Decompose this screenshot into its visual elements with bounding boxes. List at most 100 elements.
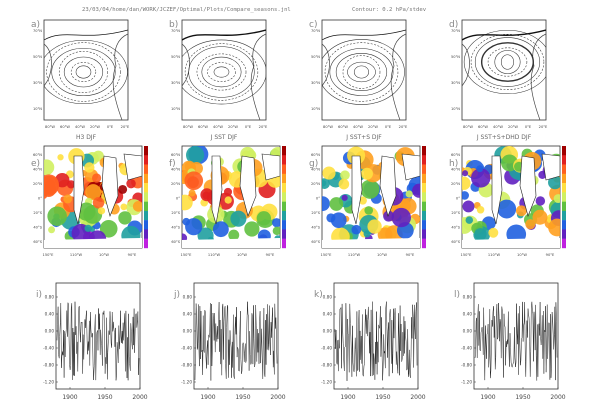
lon-tick-label: 80°W	[183, 125, 193, 129]
correlation-blob	[84, 162, 95, 173]
lon-tick-label: 150°E	[43, 253, 55, 257]
colorbar-segment	[144, 210, 148, 221]
correlation-blob	[515, 205, 527, 217]
contour-line	[329, 48, 394, 96]
lon-tick-label: 80°W	[45, 125, 55, 129]
land-africa	[239, 155, 257, 217]
lon-tick-label: 0°E	[107, 125, 114, 129]
y-tick-label: 0.00	[45, 329, 55, 334]
contour-line	[335, 53, 388, 91]
land-asia	[261, 153, 280, 181]
colorbar-segment	[282, 146, 286, 156]
lon-tick-label: 40°W	[493, 125, 503, 129]
colorbar-segment	[422, 164, 426, 175]
colorbar-segment	[422, 183, 426, 193]
contour-line	[324, 42, 399, 102]
land-americas	[211, 155, 223, 225]
y-tick-label: -0.40	[461, 346, 472, 351]
contour-line	[342, 55, 381, 89]
lon-tick-label: 20°E	[259, 125, 268, 129]
colorbar-segment	[282, 238, 286, 249]
colorbar-segment	[562, 220, 566, 230]
x-tick-label: 1950	[97, 394, 112, 401]
contour-line	[184, 43, 259, 101]
y-tick-label: -1.20	[321, 380, 332, 385]
lat-tick-label: 40°S	[311, 226, 320, 230]
lon-tick-label: 20°W	[368, 125, 378, 129]
y-tick-label: 0.40	[183, 312, 193, 317]
series-line	[474, 301, 558, 381]
lon-tick-label: 80°W	[323, 125, 333, 129]
correlation-blob	[97, 207, 106, 215]
lat-tick-label: 30°N	[171, 81, 180, 85]
lat-tick-label: 30°N	[451, 81, 460, 85]
land-africa	[379, 155, 397, 217]
lat-tick-label: 50°N	[33, 55, 42, 59]
contour-map-panel: d)70°N 50°N 30°N 10°N 80°W 60°W 40°W 20°W 0°E 20°…	[449, 19, 548, 141]
y-tick-label: 0.80	[183, 295, 193, 300]
lat-tick-label: 20°S	[451, 211, 460, 215]
panel-letter: b)	[169, 20, 178, 30]
series-line	[194, 301, 278, 381]
colorbar-segment	[562, 201, 566, 212]
colorbar-segment	[282, 220, 286, 230]
contour-line	[462, 29, 546, 41]
timeseries-panel: i) 0.80 0.40 0.00 -0.40 -0.80 -1.20 1900 1950 200…	[36, 282, 148, 401]
correlation-blob	[405, 190, 413, 198]
correlation-map-panel: h) 60°N 40°N 20°N 0° 20°S 40°S 60°S 150°E 110°W 10…	[449, 145, 566, 257]
correlation-blob	[462, 170, 469, 177]
contour-line	[182, 39, 266, 105]
contour-line	[494, 50, 521, 74]
lat-tick-label: 30°N	[311, 81, 320, 85]
contour-line	[500, 54, 514, 70]
correlation-blob	[228, 229, 240, 241]
lat-tick-label: 60°S	[171, 240, 180, 244]
correlation-blob	[338, 178, 350, 190]
correlation-blob	[476, 165, 484, 173]
coastline-europe-africa	[112, 33, 128, 120]
contour-line	[474, 37, 541, 87]
x-tick-label: 1950	[235, 394, 250, 401]
correlation-blob	[118, 184, 128, 194]
panel-letter: d)	[449, 20, 458, 30]
lon-tick-label: 110°W	[348, 253, 361, 257]
coastline-europe-africa	[250, 33, 266, 120]
x-tick-label: 1900	[480, 394, 495, 401]
lon-tick-label: 20°W	[508, 125, 518, 129]
lon-tick-label: 10°W	[377, 253, 387, 257]
correlation-blob	[244, 221, 260, 237]
lon-tick-label: 10°W	[99, 253, 109, 257]
lat-tick-label: 20°S	[171, 211, 180, 215]
lon-tick-label: 20°E	[121, 125, 130, 129]
colorbar-segment	[422, 201, 426, 212]
colorbar-segment	[562, 173, 566, 184]
panel-letter: j)	[173, 290, 180, 300]
panel-grid: a)70°N50°N30°N10°N80°W 60°W 40°W 20°W 0°E 20°…	[31, 19, 566, 401]
panel-title: J SST+S+DHD DJF	[476, 134, 532, 141]
correlation-blob	[532, 209, 548, 225]
lat-tick-label: 60°N	[311, 153, 320, 157]
lon-tick-label: 150°E	[461, 253, 473, 257]
contour-map-panel: c)70°N 50°N 30°N 10°N 80°W 60°W 40°W 20°W 0°E 20°…	[309, 19, 408, 141]
colorbar-segment	[282, 210, 286, 221]
lon-tick-label: 110°W	[488, 253, 501, 257]
correlation-blob	[48, 226, 56, 234]
lon-tick-label: 90°E	[406, 253, 415, 257]
colorbar-segment	[144, 155, 148, 165]
correlation-blob	[462, 200, 475, 213]
panel-letter: e)	[31, 159, 40, 169]
colorbar-segment	[282, 183, 286, 193]
correlation-blob	[120, 203, 128, 211]
lon-tick-label: 150°E	[181, 253, 193, 257]
coastline-europe-africa	[390, 33, 406, 120]
colorbar-segment	[144, 192, 148, 202]
colorbar-segment	[282, 155, 286, 165]
land-antarctica	[462, 238, 560, 248]
x-tick-label: 1900	[62, 394, 77, 401]
y-tick-label: 0.40	[323, 312, 333, 317]
contour-line	[44, 29, 128, 41]
colorbar-segment	[562, 210, 566, 221]
timeseries-panel: j) 0.80 0.40 0.00 -0.40 -0.80 -1.20 1900 1950 200…	[173, 282, 286, 401]
correlation-blob	[476, 206, 485, 214]
land-antarctica	[182, 238, 280, 248]
